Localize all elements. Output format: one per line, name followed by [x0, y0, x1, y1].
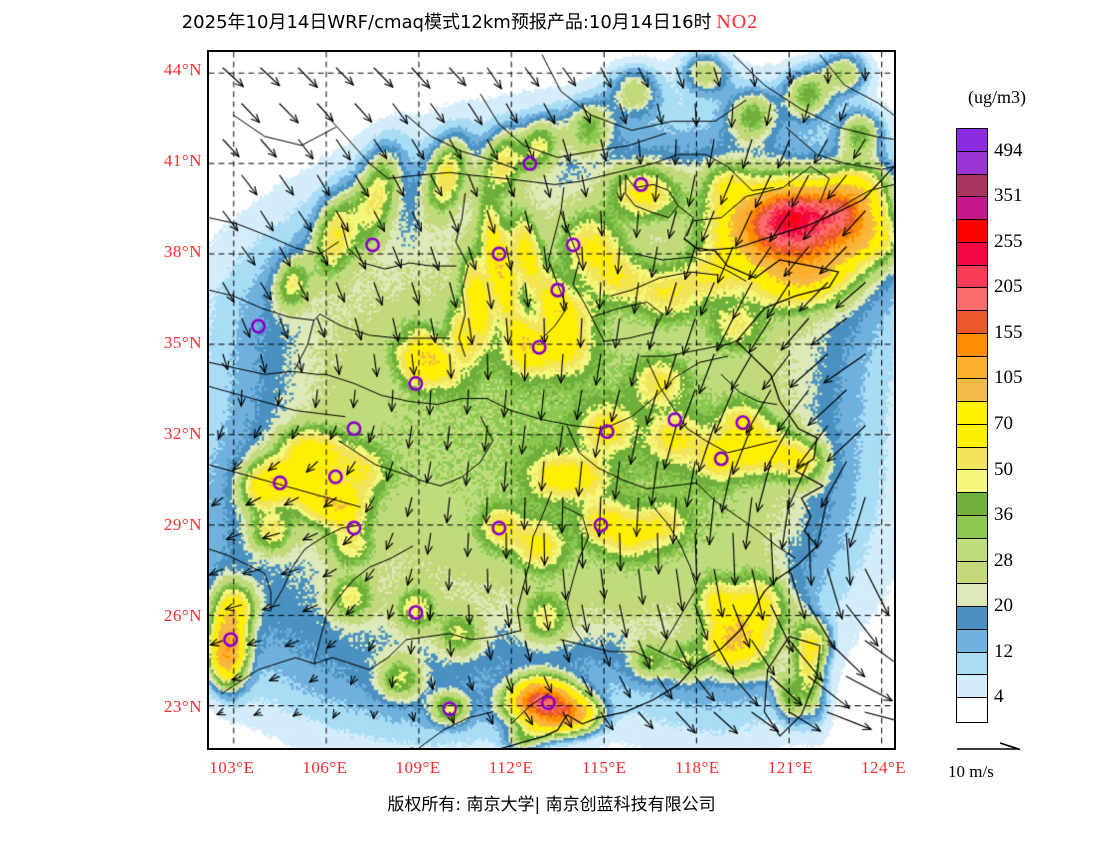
copyright-footer: 版权所有: 南京大学| 南京创蓝科技有限公司	[387, 795, 716, 815]
map-plot-area[interactable]	[207, 50, 896, 750]
colorbar-tick-label: 351	[994, 185, 1023, 207]
title-species-label: NO2	[716, 11, 759, 33]
x-axis-tick-label: 109°E	[395, 758, 441, 777]
y-axis-tick-labels: 44°N 41°N 38°N 35°N 32°N 29°N 26°N 23°N	[130, 50, 202, 750]
colorbar-band	[957, 311, 987, 334]
y-axis-tick-label: 26°N	[163, 605, 202, 625]
x-axis-tick-label: 106°E	[302, 758, 348, 777]
x-axis-tick-label: 121°E	[767, 758, 814, 777]
x-axis-tick-label: 115°E	[581, 758, 627, 777]
colorbar-tick-label: 50	[994, 458, 1013, 480]
x-axis-tick-label: 103°E	[209, 758, 255, 777]
colorbar-band	[957, 652, 987, 676]
colorbar-band	[957, 220, 987, 243]
y-axis-tick-label: 38°N	[163, 242, 202, 262]
map-concentration-canvas	[209, 52, 894, 748]
title-main-text: 2025年10月14日WRF/cmaq模式12km预报产品:10月14日16时	[181, 12, 712, 33]
wind-arrow-icon	[957, 742, 1021, 751]
y-axis-tick-label: 44°N	[163, 60, 202, 80]
colorbar[interactable]	[956, 128, 988, 723]
wind-key-label: 10 m/s	[948, 762, 994, 781]
colorbar-band	[957, 402, 987, 425]
colorbar-band	[957, 675, 987, 699]
y-axis-tick-label: 32°N	[163, 423, 202, 443]
colorbar-band	[957, 607, 987, 630]
x-axis-tick-label: 112°E	[488, 758, 534, 777]
colorbar-tick-label: 105	[994, 367, 1023, 389]
y-axis-tick-label: 29°N	[163, 514, 202, 534]
colorbar-band	[957, 333, 987, 357]
colorbar-band	[957, 424, 987, 448]
colorbar-band	[957, 379, 987, 403]
colorbar-band	[957, 584, 987, 608]
x-axis-tick-labels: 103°E 106°E 109°E 112°E 115°E 118°E 121°E 124°E	[0, 758, 1000, 784]
colorbar-band	[957, 629, 987, 653]
colorbar-band	[957, 561, 987, 585]
colorbar-band	[957, 516, 987, 539]
wind-vector-legend: 10 m/s	[948, 742, 1078, 788]
colorbar-band	[957, 151, 987, 175]
colorbar-tick-label: 70	[994, 413, 1013, 434]
colorbar-band	[957, 698, 987, 721]
colorbar-tick-label: 12	[994, 640, 1013, 662]
colorbar-band	[957, 197, 987, 221]
colorbar-band	[957, 356, 987, 380]
colorbar-band	[957, 288, 987, 312]
colorbar-band	[957, 470, 987, 494]
colorbar-tick-label: 205	[994, 276, 1023, 298]
x-axis-tick-label: 118°E	[675, 758, 720, 777]
y-axis-tick-label: 23°N	[163, 696, 202, 716]
colorbar-band	[957, 174, 987, 198]
colorbar-band	[957, 538, 987, 562]
y-axis-tick-label: 41°N	[163, 151, 202, 171]
x-axis-tick-label: 124°E	[860, 758, 907, 777]
y-axis-tick-label: 35°N	[163, 332, 202, 352]
colorbar-tick-label: 36	[994, 504, 1013, 526]
page-title: 2025年10月14日WRF/cmaq模式12km预报产品:10月14日16时 …	[0, 8, 940, 34]
colorbar-tick-label: 255	[994, 230, 1023, 252]
colorbar-tick-label: 155	[994, 321, 1023, 343]
colorbar-tick-label: 494	[994, 139, 1023, 161]
colorbar-tick-label: 20	[994, 595, 1013, 617]
colorbar-tick-label: 28	[994, 549, 1013, 571]
colorbar-band	[957, 129, 987, 152]
colorbar-tick-label: 4	[994, 686, 1004, 708]
colorbar-band	[957, 447, 987, 471]
colorbar-band	[957, 493, 987, 517]
colorbar-unit-label: (ug/m3)	[968, 87, 1026, 107]
colorbar-tick-labels: 494 351 255 205 155 105 70 50 36 28 20 12 4	[994, 128, 1094, 723]
colorbar-band	[957, 242, 987, 266]
colorbar-band	[957, 265, 987, 289]
